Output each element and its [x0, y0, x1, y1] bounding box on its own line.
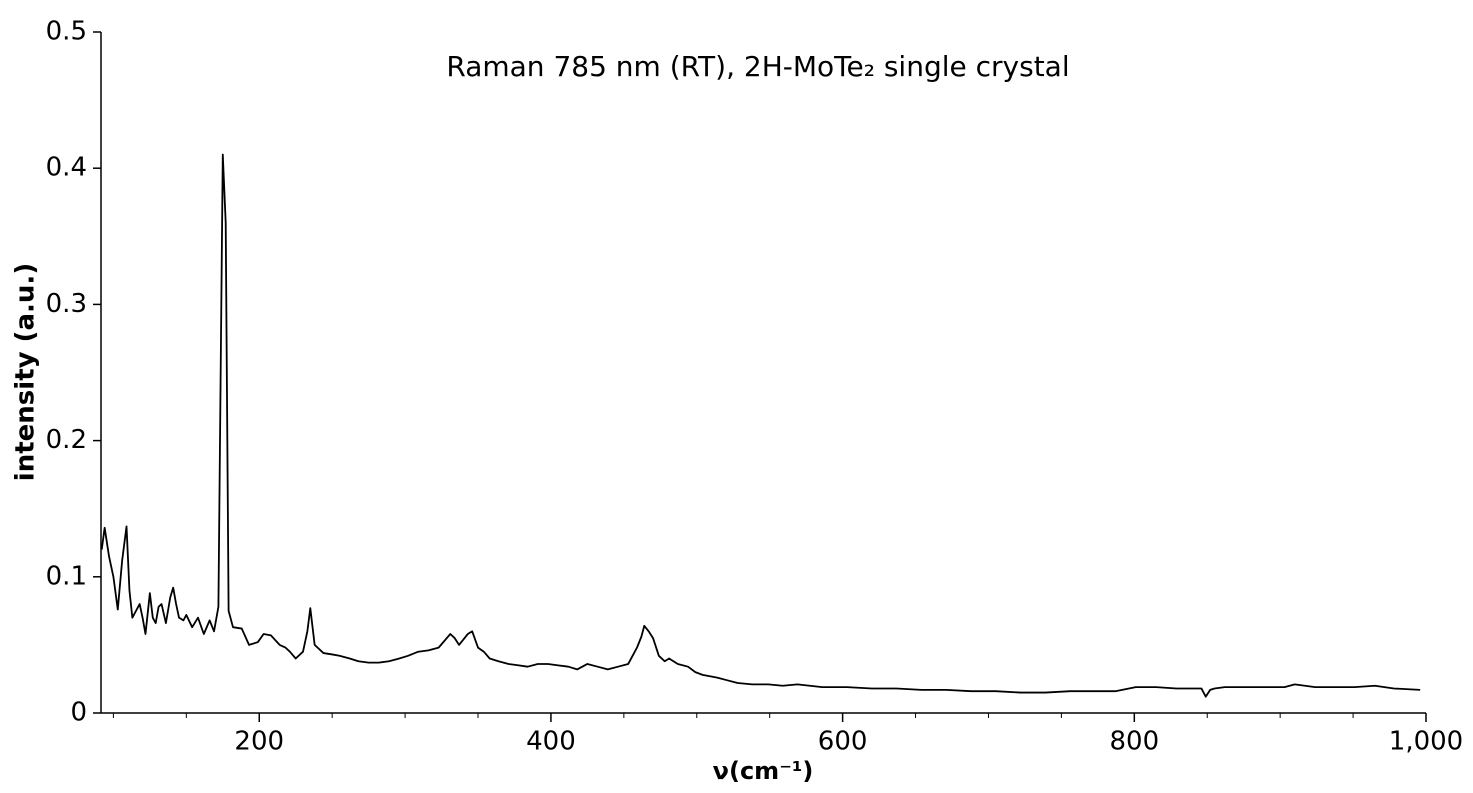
spectrum-line	[100, 153, 1421, 698]
y-tick-label: 0.2	[46, 425, 87, 455]
x-tick-label: 1,000	[1389, 727, 1463, 757]
x-axis-label: ν(cm⁻¹)	[713, 757, 814, 785]
chart-title: Raman 785 nm (RT), 2H-MoTe₂ single cryst…	[446, 50, 1069, 83]
x-tick-label: 600	[818, 727, 868, 757]
y-tick-label: 0.1	[46, 561, 87, 591]
x-tick-label: 200	[234, 727, 284, 757]
y-tick-label: 0.4	[46, 153, 87, 183]
y-tick-label: 0	[70, 698, 87, 728]
y-axis-label: intensity (a.u.)	[11, 263, 41, 481]
x-tick-label: 800	[1109, 727, 1159, 757]
y-tick-label: 0.5	[46, 17, 87, 47]
y-tick-label: 0.3	[46, 289, 87, 319]
x-tick-label: 400	[526, 727, 576, 757]
